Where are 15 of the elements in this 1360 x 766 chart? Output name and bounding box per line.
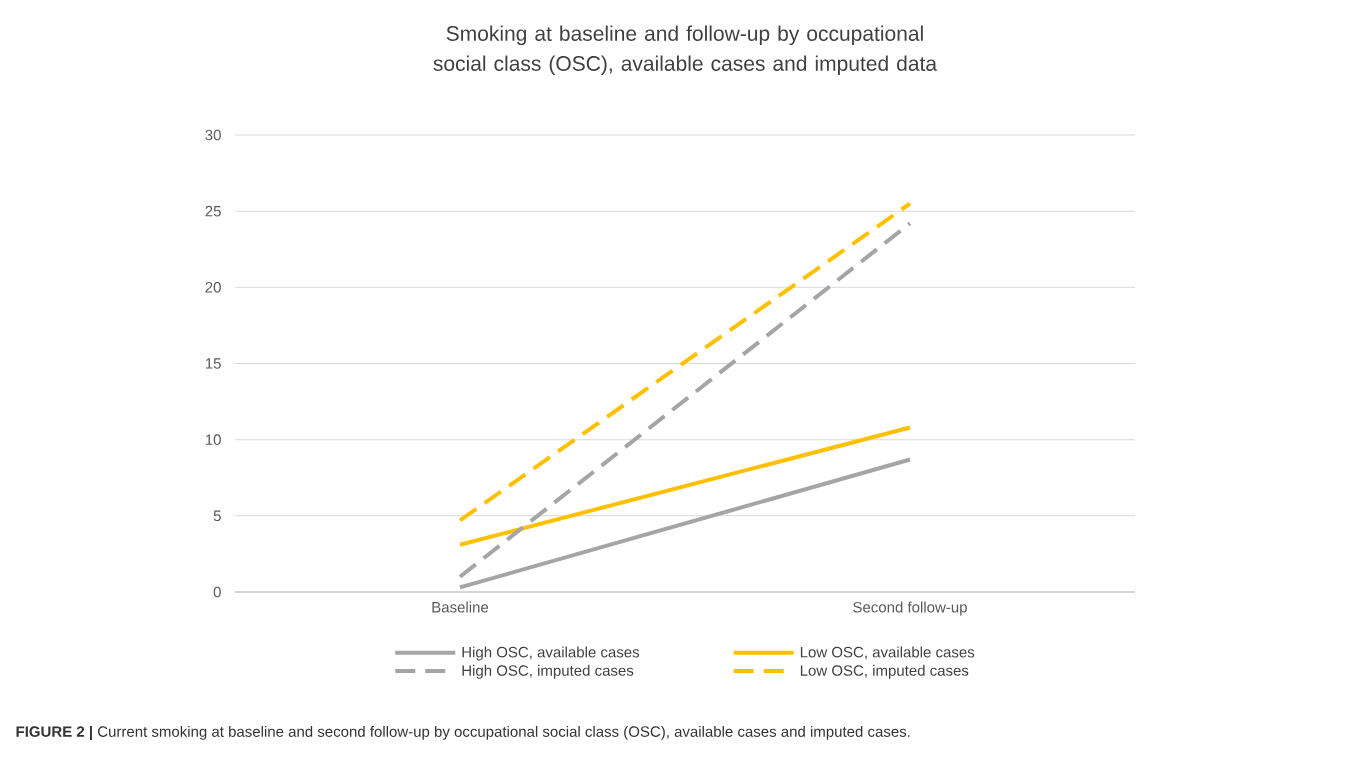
y-tick-label: 0 (213, 586, 221, 598)
y-tick-label: 20 (205, 282, 221, 293)
legend-label: High OSC, available cases (462, 646, 640, 661)
chart-title: Smoking at baseline and follow-up by occupational social class (OSC), available cases and imputed data (433, 25, 938, 76)
y-tick-label: 30 (205, 129, 221, 141)
x-tick-label: Second follow-up (853, 601, 967, 616)
y-tick-label: 10 (205, 434, 221, 445)
legend-label: Low OSC, available cases (800, 646, 975, 660)
legend-label: Low OSC, imputed cases (800, 664, 969, 679)
y-tick-label: 15 (205, 358, 221, 369)
legend-label: High OSC, imputed cases (462, 664, 634, 679)
x-tick-label: Baseline (432, 601, 489, 613)
y-tick-label: 5 (213, 510, 221, 522)
text: FIGURE 2 | Current smoking at baseline and second follow-up by occupational social class (OSC), available cases and imputed cases. (16, 725, 910, 741)
y-tick-label: 25 (205, 205, 221, 217)
